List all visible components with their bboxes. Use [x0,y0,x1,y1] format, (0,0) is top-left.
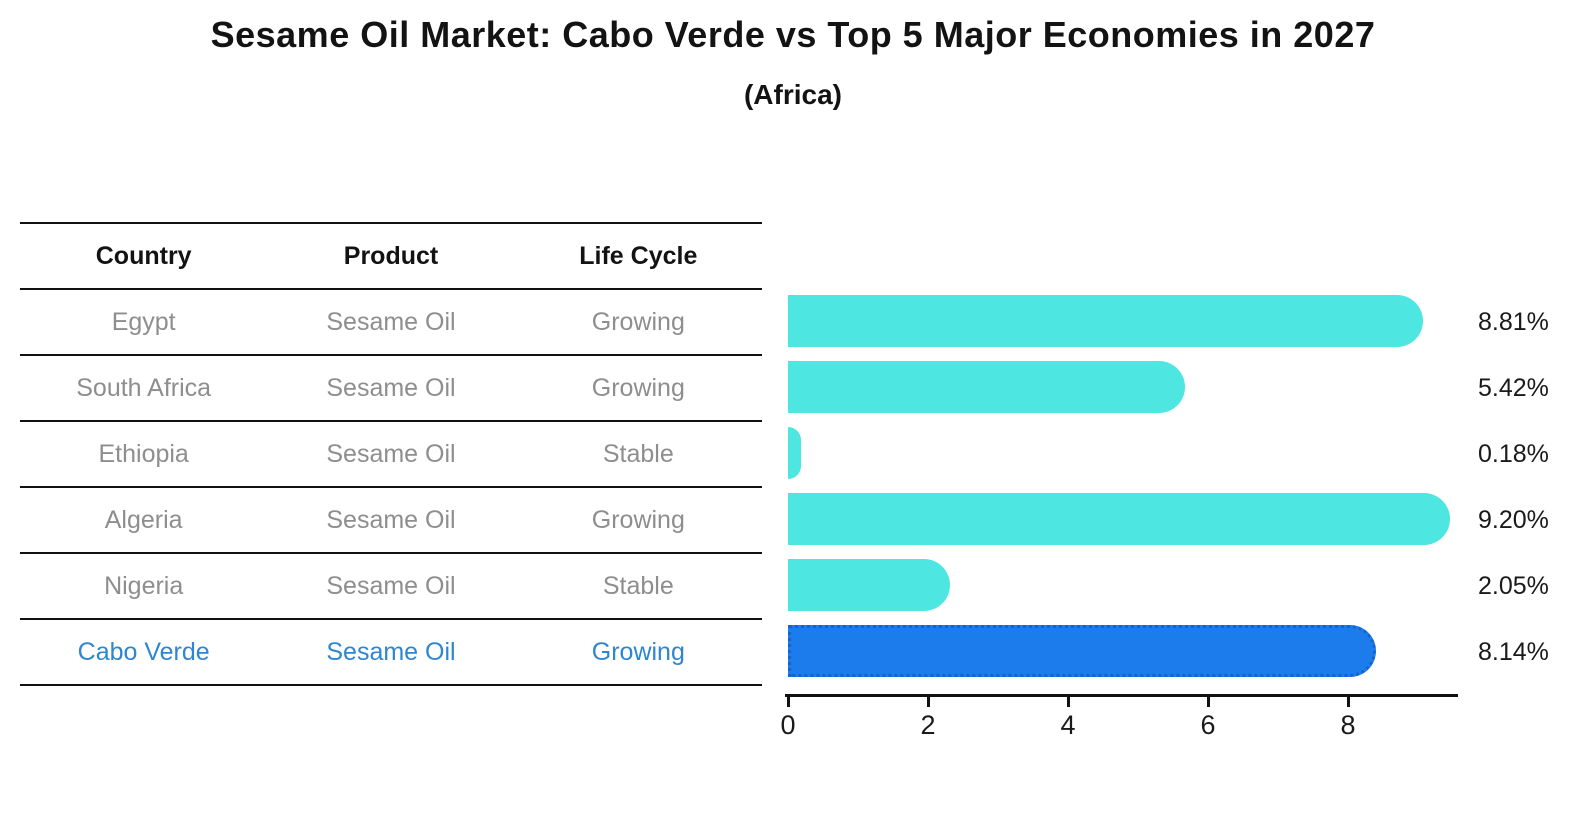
page-subtitle: (Africa) [743,79,842,110]
bar-value-label: 9.20% [1478,506,1549,534]
bar-value-label: 5.42% [1478,374,1549,402]
cell-life-cycle: Stable [602,439,674,468]
bar-cabo-verde-highlight [788,625,1376,677]
bar [788,295,1423,347]
cell-country: Algeria [104,505,183,534]
table-row: Ethiopia Sesame Oil Stable [20,422,762,488]
table-header-cell: Product [343,241,439,270]
page-title: Sesame Oil Market: Cabo Verde vs Top 5 M… [210,14,1376,55]
bar [788,361,1185,413]
x-axis-tick [1207,696,1210,707]
table-row: Nigeria Sesame Oil Stable [20,554,762,620]
bar-value-label: 8.81% [1478,308,1549,336]
table-header-cell: Country [95,241,192,270]
cell-life-cycle: Growing [591,373,685,402]
bar [788,559,950,611]
table-header-cell: Life Cycle [579,241,698,270]
bar-value-label: 2.05% [1478,572,1549,600]
x-axis-tick-label: 4 [1060,710,1076,740]
cell-product: Sesame Oil [326,373,456,402]
cell-country: South Africa [76,373,212,402]
x-axis-tick-label: 8 [1340,710,1356,740]
x-axis-tick [927,696,930,707]
x-axis-tick-label: 6 [1200,710,1216,740]
x-axis-tick [1347,696,1350,707]
x-axis-tick-label: 0 [780,710,796,740]
cell-product: Sesame Oil [326,637,456,666]
cell-product: Sesame Oil [326,439,456,468]
cell-country: Cabo Verde [77,637,210,666]
bar [788,493,1450,545]
cell-product: Sesame Oil [326,571,456,600]
cell-country: Nigeria [104,571,184,600]
cell-country: Egypt [111,307,176,336]
table-row: South Africa Sesame Oil Growing [20,356,762,422]
cell-life-cycle: Stable [602,571,674,600]
table-header-row: Country Product Life Cycle [20,224,762,290]
table-row: Egypt Sesame Oil Growing [20,290,762,356]
cell-life-cycle: Growing [591,307,685,336]
x-axis-tick-label: 2 [920,710,936,740]
bar [788,427,801,479]
cell-product: Sesame Oil [326,505,456,534]
table-row: Algeria Sesame Oil Growing [20,488,762,554]
x-axis-line [785,694,1458,697]
cell-life-cycle: Growing [591,637,685,666]
cell-life-cycle: Growing [591,505,685,534]
cell-country: Ethiopia [98,439,189,468]
table-row: Cabo Verde Sesame Oil Growing [20,620,762,686]
x-axis-tick [1067,696,1070,707]
bar-value-label: 0.18% [1478,440,1549,468]
cell-product: Sesame Oil [326,307,456,336]
x-axis-tick [787,696,790,707]
country-table: Country Product Life Cycle Egypt Sesame Oil G… [20,222,762,686]
bar-value-label: 8.14% [1478,638,1549,666]
